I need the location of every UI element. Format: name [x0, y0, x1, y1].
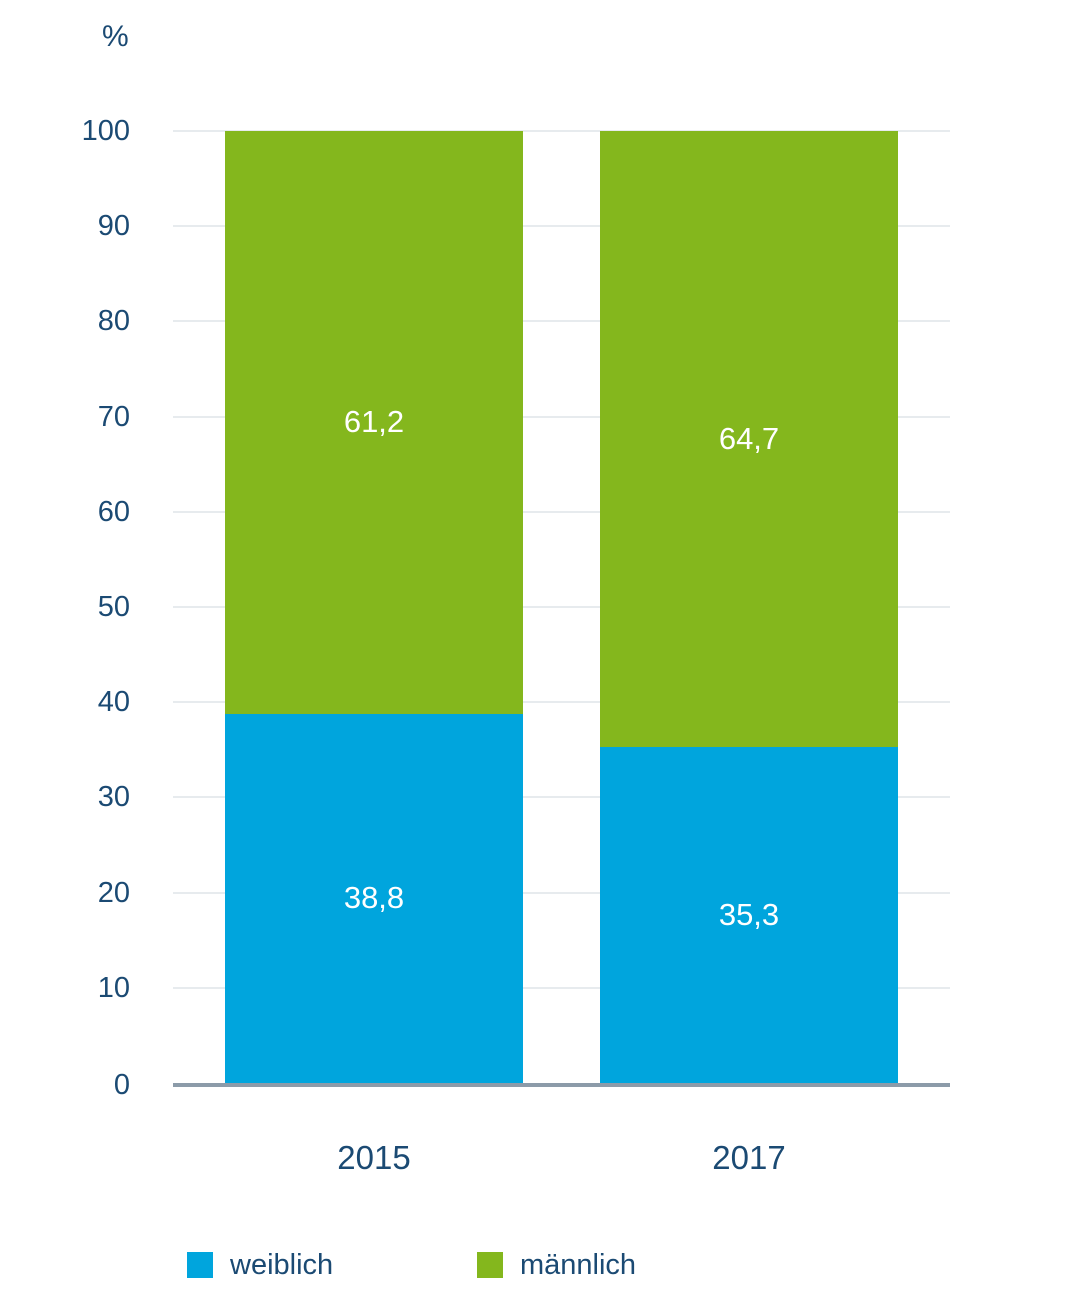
gridline-90	[173, 225, 950, 228]
bar-2015-männlich: 61,2	[225, 131, 523, 714]
gridline-30	[173, 796, 950, 799]
gridline-100	[173, 130, 950, 132]
legend-label-männlich: männlich	[520, 1248, 637, 1281]
gridline-10	[173, 986, 950, 989]
gridline-80	[173, 320, 950, 323]
y-tick-label-0: 0	[113, 1069, 130, 1101]
x-axis-line	[173, 1083, 950, 1087]
legend-swatch-weiblich	[187, 1252, 213, 1278]
bar-2015-weiblich: 38,8	[225, 713, 523, 1083]
gridline-60	[173, 510, 950, 513]
bar-value-label: 38,8	[343, 880, 405, 916]
y-tick-label-20: 20	[97, 876, 130, 909]
bar-2017-männlich: 64,7	[600, 131, 898, 747]
y-tick-label-60: 60	[97, 495, 130, 528]
bar-value-label: 61,2	[343, 404, 405, 440]
legend-swatch-männlich	[477, 1252, 503, 1278]
bar-2017-weiblich: 35,3	[600, 746, 898, 1083]
y-tick-label-10: 10	[97, 971, 130, 1004]
x-axis-label-2015: 2015	[337, 1139, 411, 1176]
gridline-40	[173, 701, 950, 704]
gridline-50	[173, 606, 950, 608]
bar-value-label: 64,7	[718, 420, 780, 456]
y-tick-label-30: 30	[97, 781, 130, 814]
y-tick-label-90: 90	[97, 210, 130, 243]
y-tick-label-70: 70	[97, 400, 130, 433]
bar-value-label: 35,3	[718, 896, 780, 932]
x-axis-label-2017: 2017	[712, 1139, 786, 1176]
gridline-70	[173, 415, 950, 418]
legend-item-weiblich: weiblich	[187, 1249, 333, 1281]
legend-label-weiblich: weiblich	[230, 1248, 334, 1281]
y-axis-unit-label: %	[102, 20, 129, 53]
y-tick-label-80: 80	[97, 305, 130, 338]
gridline-20	[173, 891, 950, 894]
y-tick-label-50: 50	[97, 591, 130, 623]
legend-item-männlich: männlich	[477, 1249, 636, 1281]
y-tick-label-100: 100	[81, 115, 130, 147]
y-tick-label-40: 40	[97, 686, 130, 719]
